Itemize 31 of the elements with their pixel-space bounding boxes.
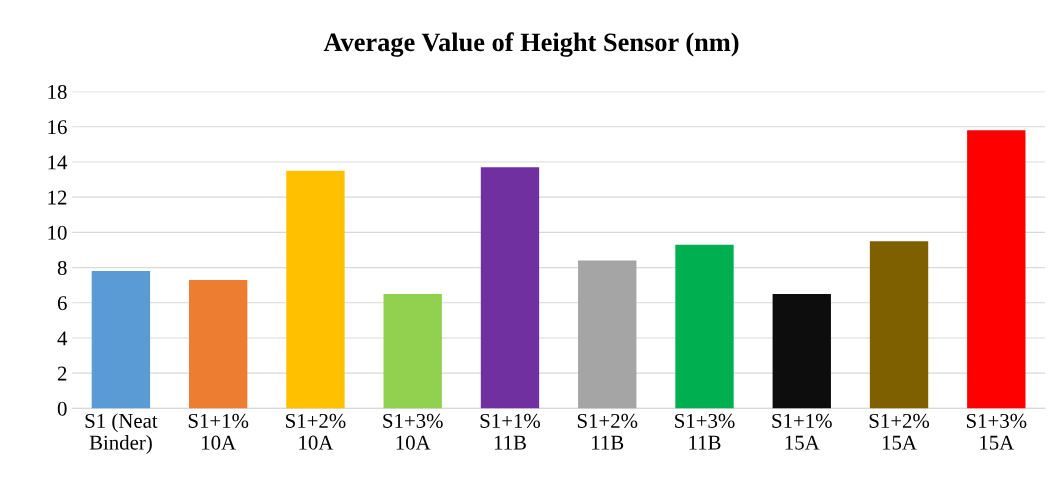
chart-title: Average Value of Height Sensor (nm) — [323, 32, 739, 57]
x-tick-label: S1+2% 11B — [577, 413, 638, 450]
y-tick-label: 14 — [48, 155, 68, 170]
y-tick-label: 0 — [57, 401, 67, 416]
x-tick-label: S1+2% 10A — [286, 413, 346, 450]
bar — [383, 293, 442, 409]
x-tick-label: S1+1% 11B — [480, 413, 541, 450]
y-tick-label: 4 — [57, 331, 68, 346]
bar — [967, 130, 1026, 409]
y-tick-label: 8 — [57, 260, 67, 276]
y-tick-label: 6 — [57, 296, 67, 311]
bar — [480, 167, 540, 409]
bar — [578, 260, 637, 409]
bar — [675, 244, 734, 409]
y-tick-label: 12 — [48, 190, 67, 205]
bar — [286, 170, 345, 409]
x-tick-label: S1+1% 15A — [772, 413, 832, 450]
x-tick-label: S1+2% 15A — [869, 413, 930, 450]
y-tick-label: 2 — [57, 366, 67, 381]
bar — [772, 293, 831, 409]
x-tick-label: S1+3% 10A — [383, 413, 443, 450]
x-tick-label: S1 (Neat Binder) — [85, 413, 158, 454]
x-tick-label: S1+3% 15A — [966, 413, 1027, 450]
x-tick-label: S1+3% 11B — [675, 413, 735, 450]
bar — [189, 279, 248, 409]
x-tick-label: S1+1% 10A — [188, 413, 249, 450]
bar — [91, 271, 151, 409]
bar — [869, 241, 929, 409]
y-tick-label: 18 — [48, 84, 67, 100]
y-tick-label: 16 — [48, 120, 67, 135]
y-tick-label: 10 — [48, 225, 67, 240]
